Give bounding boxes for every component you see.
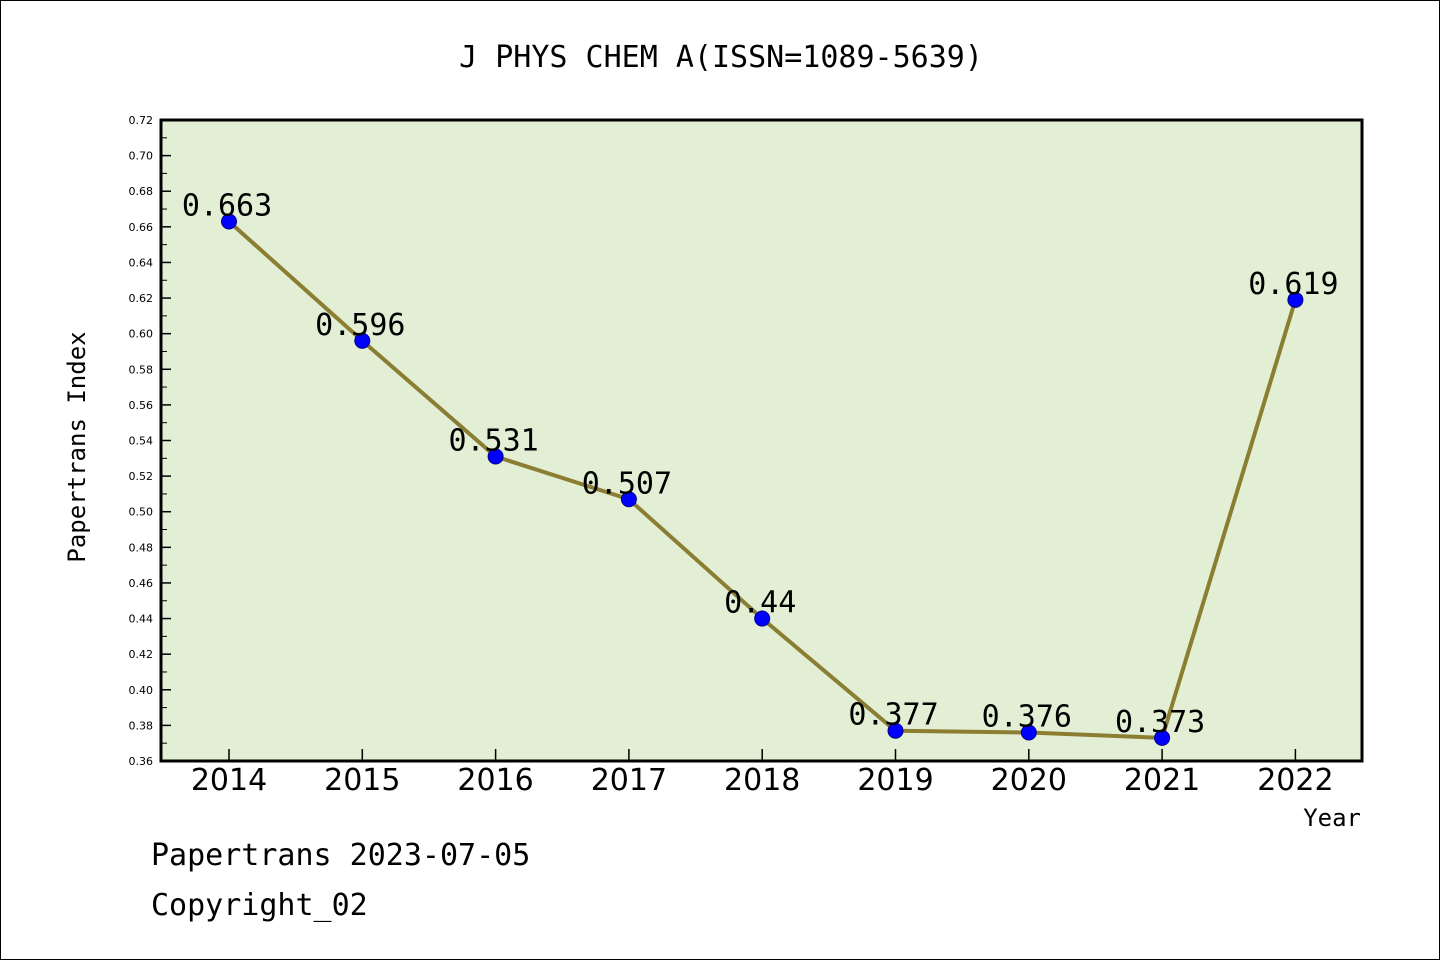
- x-tick-label: 2019: [857, 763, 933, 798]
- y-tick-label: 0.54: [129, 435, 154, 448]
- data-label: 0.377: [848, 698, 938, 733]
- data-label: 0.376: [982, 700, 1072, 735]
- x-axis: 2014 2015 2016 2017 2018 2019 2020 2021 2022: [191, 749, 1334, 798]
- y-tick-label: 0.68: [129, 185, 154, 198]
- y-tick-label: 0.66: [129, 221, 154, 234]
- data-label: 0.619: [1248, 267, 1338, 302]
- x-tick-label: 2018: [724, 763, 800, 798]
- y-tick-label: 0.70: [129, 150, 154, 163]
- data-point: [1287, 291, 1304, 308]
- x-tick-label: 2020: [991, 763, 1067, 798]
- y-axis-label: Papertrans Index: [63, 331, 91, 562]
- y-tick-label: 0.40: [129, 684, 154, 697]
- data-point: [1020, 724, 1037, 741]
- x-tick-label: 2022: [1257, 763, 1333, 798]
- footer-date: Papertrans 2023-07-05: [151, 838, 530, 873]
- data-point: [221, 213, 237, 230]
- y-tick-label: 0.36: [129, 755, 154, 768]
- y-tick-label: 0.72: [129, 114, 154, 127]
- data-markers: [221, 213, 1304, 746]
- x-tick-label: 2015: [324, 763, 400, 798]
- y-tick-label: 0.58: [129, 363, 154, 376]
- x-tick-label: 2016: [457, 763, 533, 798]
- x-tick-label: 2014: [191, 763, 267, 798]
- x-axis-label: Year: [1303, 804, 1361, 832]
- y-tick-label: 0.46: [129, 577, 154, 590]
- plot-area: [159, 118, 1364, 763]
- x-tick-label: 2017: [591, 763, 667, 798]
- data-label: 0.596: [315, 308, 405, 343]
- data-point: [887, 722, 904, 739]
- y-tick-label: 0.64: [129, 256, 154, 269]
- y-axis: 0.36 0.38 0.40 0.42 0.44 0.46 0.48 0.50 0.52 0.54…: [129, 114, 171, 768]
- y-tick-label: 0.44: [129, 613, 154, 626]
- data-label: 0.373: [1115, 705, 1205, 740]
- data-point: [354, 332, 371, 349]
- chart-title: J PHYS CHEM A(ISSN=1089-5639): [459, 40, 983, 75]
- data-label: 0.44: [724, 586, 796, 621]
- data-label: 0.531: [448, 424, 538, 459]
- y-tick-label: 0.38: [129, 719, 154, 732]
- data-point: [1154, 729, 1171, 746]
- y-tick-label: 0.42: [129, 648, 154, 661]
- y-tick-label: 0.60: [129, 328, 154, 341]
- y-tick-label: 0.50: [129, 506, 154, 519]
- data-label: 0.663: [182, 188, 272, 223]
- x-tick-label: 2021: [1124, 763, 1200, 798]
- data-point: [487, 448, 504, 465]
- data-labels: 0.663 0.596 0.531 0.507 0.44 0.377 0.376 0.373 0…: [182, 188, 1339, 739]
- data-label: 0.507: [582, 466, 672, 501]
- footer-copyright: Copyright_02: [151, 888, 368, 923]
- y-tick-label: 0.52: [129, 470, 154, 483]
- y-tick-label: 0.48: [129, 541, 154, 554]
- data-point: [620, 491, 637, 508]
- y-tick-label: 0.56: [129, 399, 154, 412]
- y-tick-label: 0.62: [129, 292, 154, 305]
- data-point: [754, 610, 771, 627]
